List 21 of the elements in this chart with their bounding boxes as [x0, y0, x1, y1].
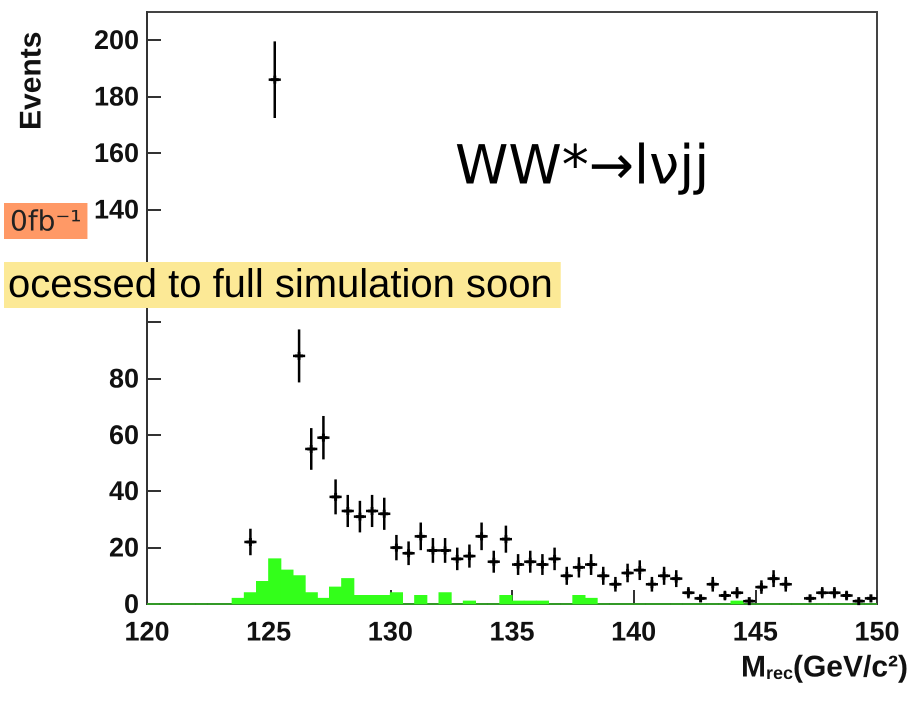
y-tick-label: 80 — [108, 363, 139, 394]
annotation: WW*→lνjj — [455, 134, 710, 196]
y-tick-label: 200 — [94, 25, 139, 56]
x-tick-label: 140 — [611, 616, 656, 646]
y-tick-label: 20 — [108, 532, 139, 563]
x-tick-label: 125 — [246, 616, 292, 646]
y-tick-label: 140 — [94, 194, 139, 224]
y-tick-label: 160 — [94, 138, 139, 168]
x-axis-title: Mrec(GeV/c²) — [740, 650, 908, 684]
x-tick-label: 150 — [854, 616, 900, 646]
x-tick-label: 135 — [489, 616, 535, 646]
y-tick-label: 180 — [94, 82, 139, 112]
y-tick-label: 40 — [108, 476, 139, 506]
y-tick-label: 0 — [124, 589, 139, 619]
annotation: ocessed to full simulation soon — [8, 262, 553, 306]
y-axis-title: Events — [14, 32, 48, 130]
x-tick-label: 120 — [124, 616, 170, 646]
x-tick-label: 130 — [368, 616, 413, 646]
x-tick-label: 145 — [732, 616, 778, 646]
text: 0fb⁻¹ — [10, 204, 82, 238]
y-tick-label: 60 — [108, 420, 139, 450]
